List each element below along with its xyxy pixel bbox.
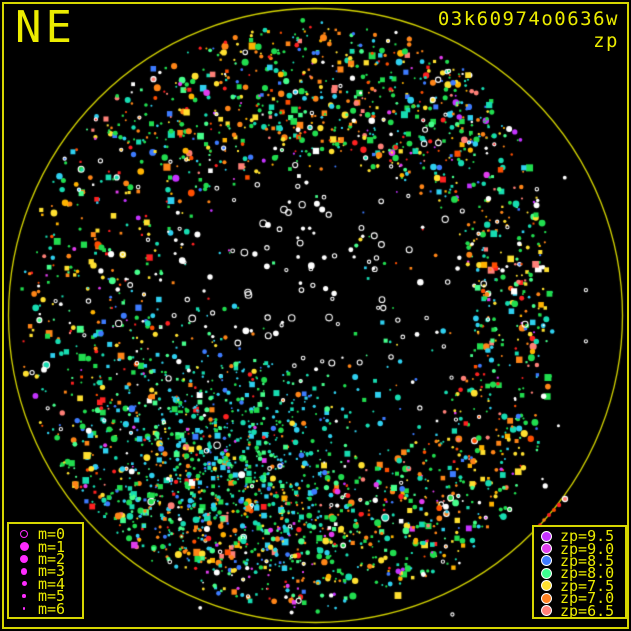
zeropoint-marker-icon: [539, 543, 554, 555]
plot-subtitle: zp: [593, 30, 619, 52]
magnitude-marker-icon: [16, 594, 32, 598]
magnitude-legend-row: m=3: [16, 562, 82, 581]
magnitude-legend-row: m=2: [16, 549, 82, 568]
zeropoint-legend-row: zp=9.0: [539, 539, 625, 558]
zeropoint-legend-row: zp=8.5: [539, 551, 625, 570]
magnitude-legend: m=0 m=1 m=2 m=3 m=4 m=5 m=6: [7, 522, 84, 619]
zeropoint-legend-row: zp=6.5: [539, 601, 625, 619]
plot-title: 03k60974o0636w: [437, 8, 619, 30]
zeropoint-legend-label: zp=7.0: [560, 589, 615, 608]
zeropoint-legend-label: zp=9.0: [560, 539, 615, 558]
magnitude-marker-icon: [16, 607, 32, 610]
magnitude-legend-row: m=1: [16, 537, 82, 556]
zeropoint-legend-label: zp=7.5: [560, 576, 615, 595]
zeropoint-marker-icon: [539, 567, 554, 579]
zeropoint-legend-label: zp=9.5: [560, 527, 615, 546]
zeropoint-marker-icon: [539, 580, 554, 592]
magnitude-marker-icon: [16, 568, 32, 575]
magnitude-legend-label: m=2: [38, 549, 66, 568]
title-block: 03k60974o0636w zp: [438, 8, 619, 52]
magnitude-legend-label: m=6: [38, 599, 66, 618]
zeropoint-legend-label: zp=6.5: [560, 601, 615, 619]
zeropoint-legend-row: zp=8.0: [539, 564, 625, 583]
zeropoint-legend-label: zp=8.5: [560, 551, 615, 570]
magnitude-legend-label: m=1: [38, 537, 66, 556]
magnitude-legend-label: m=3: [38, 562, 66, 581]
magnitude-marker-icon: [16, 554, 32, 563]
magnitude-marker-icon: [16, 530, 32, 539]
zeropoint-marker-icon: [539, 592, 554, 604]
magnitude-marker-icon: [16, 581, 32, 587]
magnitude-legend-label: m=4: [38, 574, 66, 593]
magnitude-legend-row: m=4: [16, 574, 82, 593]
zeropoint-legend-row: zp=7.5: [539, 576, 625, 595]
magnitude-legend-row: m=0: [16, 525, 82, 544]
zeropoint-marker-icon: [539, 605, 554, 617]
zeropoint-legend: zp=9.5 zp=9.0 zp=8.5 zp=8.0 zp=7.5 zp=7.0 zp=6…: [532, 525, 627, 619]
magnitude-marker-icon: [16, 542, 32, 552]
magnitude-legend-label: m=5: [38, 587, 66, 606]
zeropoint-marker-icon: [539, 555, 554, 567]
magnitude-legend-row: m=6: [16, 599, 82, 618]
magnitude-legend-label: m=0: [38, 525, 66, 544]
orientation-label: NE: [15, 2, 76, 53]
zeropoint-marker-icon: [539, 530, 554, 542]
zeropoint-legend-row: zp=9.5: [539, 527, 625, 546]
zeropoint-legend-row: zp=7.0: [539, 589, 625, 608]
magnitude-legend-row: m=5: [16, 587, 82, 606]
zeropoint-legend-label: zp=8.0: [560, 564, 615, 583]
